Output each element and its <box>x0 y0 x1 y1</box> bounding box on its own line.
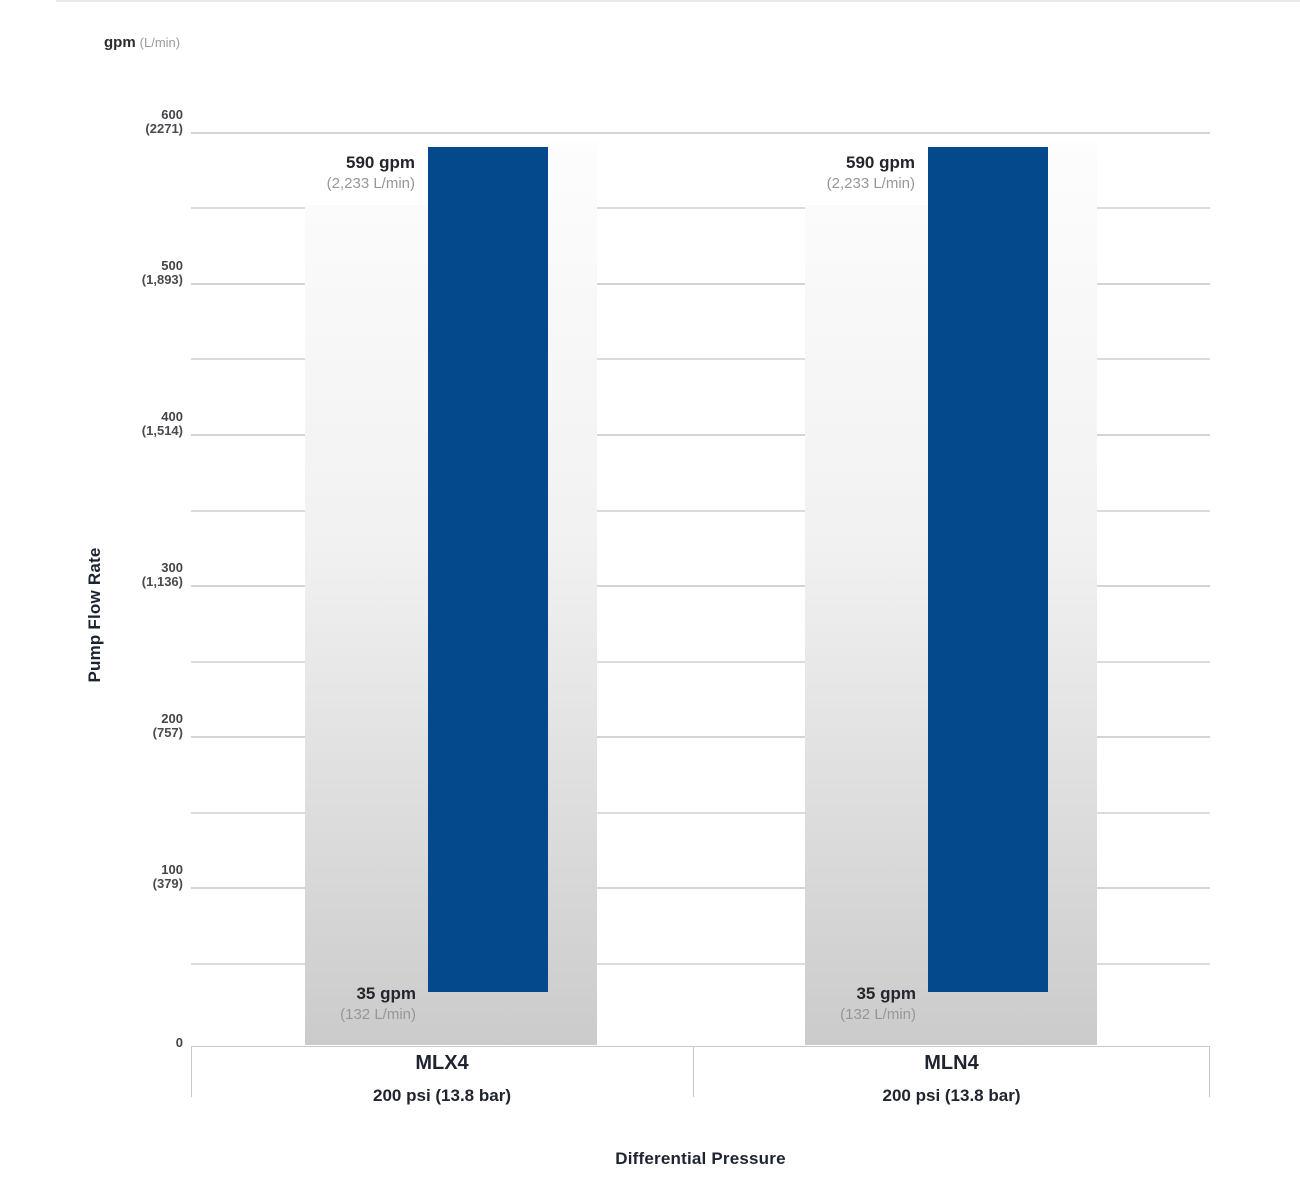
tick-lpm: (1,136) <box>141 574 183 589</box>
y-tick-400: 400 (1,514) <box>60 410 183 438</box>
tick-gpm: 600 <box>161 107 183 122</box>
bar-mln4 <box>928 147 1048 992</box>
max-gpm-value: 590 gpm <box>846 153 915 172</box>
x-axis-line <box>191 1046 1210 1047</box>
min-value-label-mln4: 35 gpm (132 L/min) <box>805 982 916 1024</box>
tick-lpm: (757) <box>152 725 183 740</box>
gridline-600 <box>191 132 1210 134</box>
bar-mlx4 <box>428 147 548 992</box>
min-gpm-value: 35 gpm <box>356 984 416 1003</box>
column-mlx4: 590 gpm (2,233 L/min) 35 gpm (132 L/min) <box>305 142 597 1045</box>
min-value-label-mlx4: 35 gpm (132 L/min) <box>305 982 416 1024</box>
gridline-300 <box>191 585 1210 587</box>
min-lpm-value: (132 L/min) <box>340 1006 416 1023</box>
max-value-label-mlx4: 590 gpm (2,233 L/min) <box>305 142 428 205</box>
max-value-label-mln4: 590 gpm (2,233 L/min) <box>805 142 928 205</box>
tick-gpm: 300 <box>161 560 183 575</box>
x-axis-title: Differential Pressure <box>615 1149 786 1168</box>
tick-gpm: 400 <box>161 409 183 424</box>
x-axis-left-tick <box>191 1046 192 1097</box>
tick-lpm: (379) <box>152 876 183 891</box>
y-tick-600: 600 (2271) <box>60 108 183 136</box>
tick-gpm: 100 <box>161 862 183 877</box>
max-lpm-value: (2,233 L/min) <box>326 175 415 192</box>
category-cell-mlx4: MLX4 200 psi (13.8 bar) <box>191 1050 693 1107</box>
gridline-50 <box>191 963 1210 965</box>
min-gpm-value: 35 gpm <box>856 984 916 1003</box>
gridline-200 <box>191 736 1210 738</box>
page-top-rule <box>56 0 1300 2</box>
y-tick-200: 200 (757) <box>60 712 183 740</box>
y-axis-unit-label: gpm (L/min) <box>104 34 180 52</box>
tick-lpm: (1,893) <box>141 272 183 287</box>
column-mln4: 590 gpm (2,233 L/min) 35 gpm (132 L/min) <box>805 142 1097 1045</box>
gridline-350 <box>191 510 1210 512</box>
gridline-400 <box>191 434 1210 436</box>
category-cell-mln4: MLN4 200 psi (13.8 bar) <box>693 1050 1210 1107</box>
category-name: MLX4 <box>415 1052 469 1074</box>
max-lpm-value: (2,233 L/min) <box>826 175 915 192</box>
category-pressure: 200 psi (13.8 bar) <box>373 1086 511 1105</box>
min-lpm-value: (132 L/min) <box>840 1006 916 1023</box>
category-name: MLN4 <box>924 1052 979 1074</box>
gridline-250 <box>191 661 1210 663</box>
y-tick-100: 100 (379) <box>60 863 183 891</box>
gridline-450 <box>191 358 1210 360</box>
tick-gpm: 200 <box>161 711 183 726</box>
gridline-500 <box>191 283 1210 285</box>
x-axis-divider-tick <box>693 1046 694 1097</box>
gridline-550 <box>191 207 1210 209</box>
tick-lpm: (1,514) <box>141 423 183 438</box>
tick-gpm: 0 <box>175 1035 183 1050</box>
max-gpm-value: 590 gpm <box>346 153 415 172</box>
unit-lmin-label: (L/min) <box>139 35 181 50</box>
gridline-100 <box>191 887 1210 889</box>
x-axis-right-tick <box>1209 1046 1210 1097</box>
unit-gpm-label: gpm <box>104 34 136 51</box>
category-pressure: 200 psi (13.8 bar) <box>882 1086 1021 1105</box>
y-tick-300: 300 (1,136) <box>60 561 183 589</box>
y-tick-500: 500 (1,893) <box>60 259 183 287</box>
gridline-150 <box>191 812 1210 814</box>
tick-gpm: 500 <box>161 258 183 273</box>
tick-lpm: (2271) <box>145 121 183 136</box>
y-tick-0: 0 <box>60 1036 183 1050</box>
